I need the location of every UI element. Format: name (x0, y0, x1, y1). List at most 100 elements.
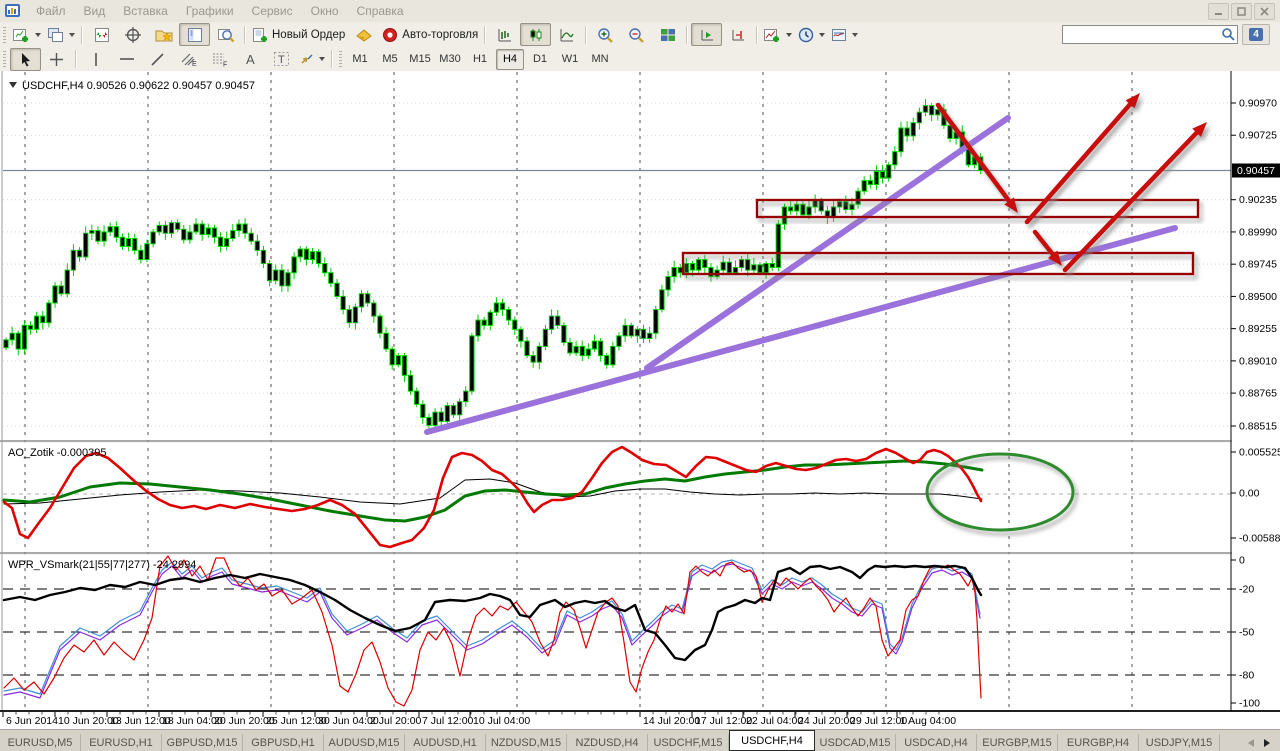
community-button[interactable]: 4 (1242, 24, 1270, 45)
svg-text:7 Jul 12:00: 7 Jul 12:00 (422, 715, 474, 727)
terminal-button[interactable] (179, 23, 210, 46)
svg-text:0.90970: 0.90970 (1239, 98, 1277, 110)
timeframe-button-m1[interactable]: M1 (346, 49, 374, 70)
navigator-button[interactable] (148, 23, 179, 46)
chart-tab-eurgbp-h4[interactable]: EURGBP,H4 (1058, 734, 1139, 751)
new-chart-button[interactable] (10, 23, 44, 46)
chart-tab-usdchf-m15[interactable]: USDCHF,M15 (648, 734, 729, 751)
data-window-button[interactable] (117, 23, 148, 46)
timeframe-button-h4[interactable]: H4 (496, 49, 524, 70)
minimize-button[interactable] (1208, 3, 1229, 20)
timeframe-button-m15[interactable]: M15 (406, 49, 434, 70)
svg-text:0.88515: 0.88515 (1239, 421, 1277, 433)
maximize-button[interactable] (1231, 3, 1252, 20)
shapes-tool-button[interactable] (297, 48, 328, 71)
chart-tab-audusd-h1[interactable]: AUDUSD,H1 (405, 734, 486, 751)
chart-canvas[interactable]: USDCHF,H4 0.90526 0.90622 0.90457 0.9045… (0, 71, 1280, 729)
menu-item-вид[interactable]: Вид (75, 1, 115, 21)
svg-text:0: 0 (1239, 555, 1245, 567)
close-button[interactable] (1254, 3, 1275, 20)
new-order-button[interactable]: Новый Ордер (249, 23, 348, 46)
profiles-button[interactable] (44, 23, 78, 46)
tab-scroll-left-icon[interactable] (1248, 739, 1254, 747)
mt4-window: ФайлВидВставкаГрафикиСервисОкноСправка (0, 0, 1280, 750)
candlestick-chart-button[interactable] (520, 23, 551, 46)
equidistant-channel-tool-button[interactable]: E (173, 48, 204, 71)
svg-text:-80: -80 (1239, 670, 1254, 682)
text-tool-button[interactable]: A (235, 48, 266, 71)
templates-button[interactable] (828, 23, 861, 46)
menu-item-справка[interactable]: Справка (348, 1, 413, 21)
chart-tab-eurusd-h1[interactable]: EURUSD,H1 (81, 734, 162, 751)
autotrading-button[interactable]: Авто-торговля (379, 23, 481, 46)
auto-scroll-button[interactable] (691, 23, 722, 46)
tile-windows-button[interactable] (652, 23, 683, 46)
fibonacci-tool-button[interactable]: F (204, 48, 235, 71)
chevron-down-icon (69, 33, 75, 37)
main-menu: ФайлВидВставкаГрафикиСервисОкноСправка (27, 1, 413, 21)
chart-tab-usdcad-h4[interactable]: USDCAD,H4 (896, 734, 977, 751)
zoom-out-button[interactable] (621, 23, 652, 46)
zoom-in-button[interactable] (590, 23, 621, 46)
chart-tabs: EURUSD,M5EURUSD,H1GBPUSD,M15GBPUSD,H1AUD… (0, 730, 1220, 751)
chart-tab-nzdusd-m15[interactable]: NZDUSD,M15 (486, 734, 567, 751)
chart-tab-audusd-m15[interactable]: AUDUSD,M15 (324, 734, 405, 751)
line-chart-button[interactable] (551, 23, 582, 46)
text-label-tool-button[interactable]: T (266, 48, 297, 71)
crosshair-tool-button[interactable] (41, 48, 72, 71)
horizontal-line-tool-button[interactable] (111, 48, 142, 71)
chart-tab-nzdusd-h4[interactable]: NZDUSD,H4 (567, 734, 648, 751)
autotrading-label: Авто-торговля (402, 29, 478, 41)
chart-tab-usdjpy-m15[interactable]: USDJPY,M15 (1139, 734, 1220, 751)
search-icon[interactable] (1221, 27, 1235, 46)
svg-text:0.90235: 0.90235 (1239, 194, 1277, 206)
trendline-tool-button[interactable] (142, 48, 173, 71)
toolbar-separator (585, 26, 587, 44)
timeframe-button-d1[interactable]: D1 (526, 49, 554, 70)
bar-chart-button[interactable] (489, 23, 520, 46)
menu-item-файл[interactable]: Файл (27, 1, 75, 21)
svg-text:0.005525: 0.005525 (1239, 447, 1280, 459)
vertical-line-tool-button[interactable] (80, 48, 111, 71)
periods-button[interactable] (795, 23, 828, 46)
timeframe-button-w1[interactable]: W1 (556, 49, 584, 70)
svg-text:2 Jul 20:00: 2 Jul 20:00 (370, 715, 422, 727)
timeframe-button-m5[interactable]: M5 (376, 49, 404, 70)
search-input[interactable] (1062, 25, 1238, 44)
timeframe-button-m30[interactable]: M30 (436, 49, 464, 70)
chevron-down-icon (35, 33, 41, 37)
timeframe-button-mn[interactable]: MN (586, 49, 614, 70)
svg-text:USDCHF,H4 0.90526 0.90622 0.9: USDCHF,H4 0.90526 0.90622 0.90457 0.9045… (22, 80, 255, 92)
tab-scroll (1244, 739, 1280, 751)
metaeditor-button[interactable] (348, 23, 379, 46)
menu-item-вставка[interactable]: Вставка (114, 1, 177, 21)
chart-shift-button[interactable] (722, 23, 753, 46)
toolbar-grip[interactable] (339, 51, 342, 67)
timeframe-button-h1[interactable]: H1 (466, 49, 494, 70)
time-axis[interactable]: 6 Jun 201410 Jun 20:0013 Jun 12:0018 Jun… (0, 711, 1280, 729)
chart-tab-gbpusd-h1[interactable]: GBPUSD,H1 (243, 734, 324, 751)
search-box (1062, 25, 1238, 45)
chart-tab-gbpusd-m15[interactable]: GBPUSD,M15 (162, 734, 243, 751)
chart-tab-eurusd-m5[interactable]: EURUSD,M5 (0, 734, 81, 751)
cursor-tool-button[interactable] (10, 48, 41, 71)
market-watch-button[interactable] (86, 23, 117, 46)
toolbar-separator (686, 26, 688, 44)
toolbar-grip[interactable] (3, 51, 6, 67)
svg-text:29 Jul 12:00: 29 Jul 12:00 (850, 715, 907, 727)
svg-text:-50: -50 (1239, 627, 1254, 639)
notification-badge: 4 (1249, 28, 1263, 41)
toolbar-grip[interactable] (3, 27, 6, 43)
indicators-button[interactable] (761, 23, 795, 46)
chart-tab-usdchf-h4[interactable]: USDCHF,H4 (729, 730, 815, 751)
tab-scroll-right-icon[interactable] (1264, 739, 1270, 747)
strategy-tester-button[interactable] (210, 23, 241, 46)
menu-item-окно[interactable]: Окно (302, 1, 348, 21)
menu-item-графики[interactable]: Графики (177, 1, 243, 21)
chart-tab-usdcad-m15[interactable]: USDCAD,M15 (815, 734, 896, 751)
chart-tab-eurgbp-m15[interactable]: EURGBP,M15 (977, 734, 1058, 751)
chevron-down-icon (819, 33, 825, 37)
menu-item-сервис[interactable]: Сервис (243, 1, 302, 21)
chevron-down-icon (852, 33, 858, 37)
new-order-label: Новый Ордер (272, 29, 345, 41)
